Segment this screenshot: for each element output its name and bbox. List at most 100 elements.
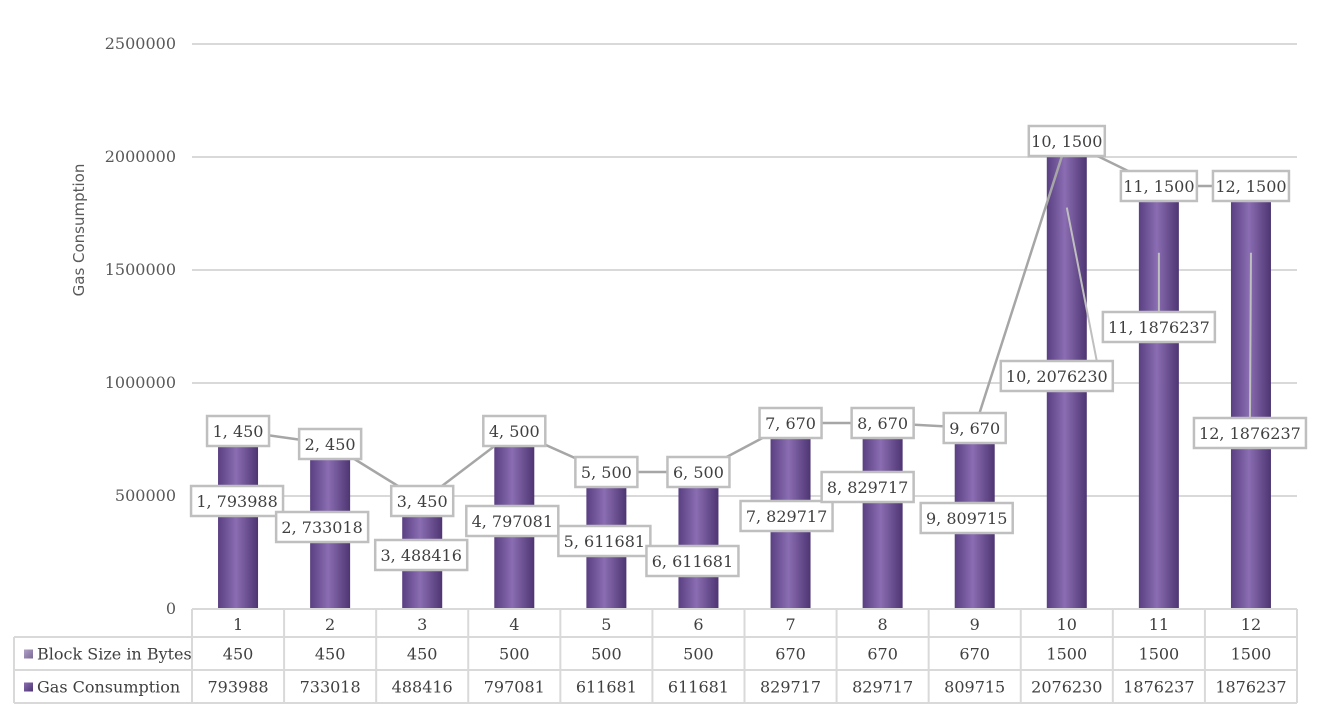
table-cell: 450 <box>407 645 438 664</box>
svg-text:11, 1876237: 11, 1876237 <box>1108 318 1210 337</box>
svg-text:4, 500: 4, 500 <box>489 422 540 441</box>
leader-line <box>1065 207 1098 362</box>
table-cell: 733018 <box>300 678 361 697</box>
block-size-data-label: 5, 500 <box>574 455 639 489</box>
block-size-line <box>237 139 1251 503</box>
legend-series-name: Gas Consumption <box>37 678 180 697</box>
x-category-label: 9 <box>970 615 980 634</box>
legend-swatch <box>24 649 33 659</box>
x-category-label: 2 <box>325 615 335 634</box>
svg-text:3, 450: 3, 450 <box>397 492 448 511</box>
leader-line <box>1248 252 1252 419</box>
block-size-series-line <box>237 139 1251 503</box>
x-category-label: 12 <box>1241 615 1261 634</box>
svg-text:11, 1500: 11, 1500 <box>1123 177 1194 196</box>
bar <box>1138 184 1179 609</box>
svg-text:5, 500: 5, 500 <box>581 463 632 482</box>
block-size-data-label: 7, 670 <box>758 406 823 440</box>
table-cell: 829717 <box>852 678 913 697</box>
table-cell: 2076230 <box>1031 678 1102 697</box>
table-cell: 1500 <box>1046 645 1087 664</box>
data-labels: 1, 450 2, 450 3, 450 4, 500 5, 500 6, 500 7, 6… <box>189 124 1308 578</box>
table-cell: 500 <box>591 645 622 664</box>
x-category-label: 7 <box>785 615 795 634</box>
gas-consumption-data-label: 10, 2076230 <box>999 359 1115 393</box>
table-cell: 797081 <box>484 678 545 697</box>
table-cell: 670 <box>959 645 990 664</box>
table-cell: 450 <box>315 645 346 664</box>
svg-text:9, 809715: 9, 809715 <box>926 509 1007 528</box>
gas-consumption-data-label: 8, 829717 <box>820 470 915 504</box>
block-size-data-label: 12, 1500 <box>1211 169 1291 203</box>
bar <box>862 421 903 609</box>
x-category-label: 8 <box>878 615 888 634</box>
gas-consumption-data-label: 4, 797081 <box>465 504 560 538</box>
y-tick-label: 2500000 <box>105 34 176 53</box>
svg-text:6, 500: 6, 500 <box>673 463 724 482</box>
table-cell: 611681 <box>668 678 729 697</box>
svg-text:1, 450: 1, 450 <box>213 422 264 441</box>
svg-text:5, 611681: 5, 611681 <box>564 532 645 551</box>
legend-series-name: Block Size in Bytes <box>37 645 192 664</box>
svg-text:1, 793988: 1, 793988 <box>196 492 277 511</box>
svg-text:9, 670: 9, 670 <box>949 419 1000 438</box>
y-axis-ticks: 0 500000 1000000 1500000 2000000 2500000 <box>105 34 176 618</box>
table-cell: 450 <box>223 645 254 664</box>
block-size-data-label: 3, 450 <box>389 484 455 518</box>
svg-text:2, 733018: 2, 733018 <box>281 518 362 537</box>
gas-consumption-data-label: 12, 1876237 <box>1192 416 1308 450</box>
bar <box>218 429 259 609</box>
bar <box>678 470 719 609</box>
table-cell: 670 <box>775 645 806 664</box>
table-cell: 809715 <box>944 678 1005 697</box>
svg-text:6, 611681: 6, 611681 <box>652 552 733 571</box>
gas-consumption-data-label: 1, 793988 <box>189 484 285 518</box>
table-cell: 611681 <box>576 678 637 697</box>
svg-text:2, 450: 2, 450 <box>305 435 356 454</box>
y-tick-label: 500000 <box>115 486 176 505</box>
table-cell: 1876237 <box>1123 678 1194 697</box>
svg-text:8, 670: 8, 670 <box>857 414 908 433</box>
svg-text:12, 1500: 12, 1500 <box>1215 177 1286 196</box>
gas-consumption-data-label: 6, 611681 <box>645 544 740 578</box>
svg-text:12, 1876237: 12, 1876237 <box>1199 424 1301 443</box>
table-cell: 488416 <box>392 678 453 697</box>
svg-text:7, 670: 7, 670 <box>765 414 816 433</box>
x-category-label: 11 <box>1149 615 1169 634</box>
svg-text:3, 488416: 3, 488416 <box>380 546 461 565</box>
svg-text:8, 829717: 8, 829717 <box>827 478 908 497</box>
table-cell: 1500 <box>1139 645 1180 664</box>
y-axis-label: Gas Consumption <box>70 164 88 297</box>
svg-text:4, 797081: 4, 797081 <box>472 512 553 531</box>
table-cell: 1500 <box>1231 645 1272 664</box>
x-category-label: 6 <box>693 615 703 634</box>
gas-consumption-data-label: 9, 809715 <box>919 501 1014 535</box>
legend-swatch <box>24 682 33 692</box>
x-category-label: 5 <box>601 615 611 634</box>
svg-text:7, 829717: 7, 829717 <box>746 507 827 526</box>
table-cell: 793988 <box>208 678 269 697</box>
x-category-label: 1 <box>233 615 243 634</box>
x-category-label: 4 <box>509 615 519 634</box>
x-category-label: 3 <box>417 615 427 634</box>
svg-text:10, 1500: 10, 1500 <box>1031 132 1102 151</box>
table-cell: 500 <box>683 645 714 664</box>
block-size-data-label: 8, 670 <box>850 406 915 440</box>
svg-text:10, 2076230: 10, 2076230 <box>1006 367 1108 386</box>
block-size-data-label: 10, 1500 <box>1027 124 1107 158</box>
table-cell: 1876237 <box>1215 678 1286 697</box>
gas-consumption-data-label: 11, 1876237 <box>1101 310 1217 344</box>
block-size-data-label: 11, 1500 <box>1119 169 1199 203</box>
y-tick-label: 1500000 <box>105 260 176 279</box>
table-cell: 500 <box>499 645 530 664</box>
gas-consumption-data-label: 3, 488416 <box>373 538 469 572</box>
block-size-data-label: 4, 500 <box>482 414 547 448</box>
y-tick-label: 2000000 <box>105 147 176 166</box>
gas-consumption-data-label: 5, 611681 <box>557 524 652 558</box>
block-size-data-label: 1, 450 <box>205 414 271 448</box>
gas-consumption-data-label: 2, 733018 <box>274 510 370 544</box>
table-cell: 829717 <box>760 678 821 697</box>
block-size-data-label: 2, 450 <box>297 427 363 461</box>
